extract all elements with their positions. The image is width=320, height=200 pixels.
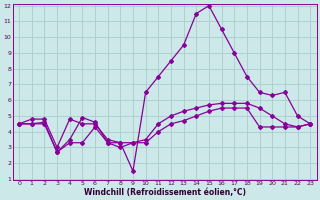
X-axis label: Windchill (Refroidissement éolien,°C): Windchill (Refroidissement éolien,°C): [84, 188, 246, 197]
